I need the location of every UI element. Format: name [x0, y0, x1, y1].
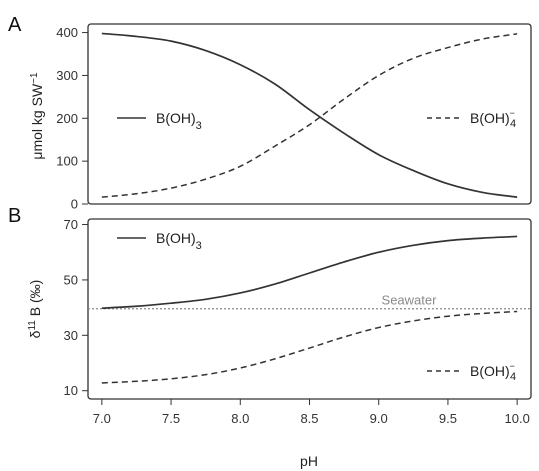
panel-a-y-tick-label: 300 [56, 68, 78, 83]
panel-a: A 0 100 200 300 400 μmol kg SW−1 B(OH)3 B(OH… [8, 14, 532, 212]
panel-a-letter: A [8, 14, 22, 36]
x-tick-label: 8.5 [300, 411, 318, 426]
panel-b-x-axis: 7.0 7.5 8.0 8.5 9.0 9.5 10.0 [93, 399, 530, 426]
panel-a-legend-boh4-label: B(OH)− 4 [470, 108, 516, 130]
panel-b-letter: B [8, 205, 21, 227]
panel-a-frame [87, 23, 532, 205]
x-tick-label: 10.0 [505, 411, 530, 426]
panel-b-legend-boh3-label: B(OH)3 [156, 230, 202, 252]
panel-a-y-tick-label: 200 [56, 111, 78, 126]
panel-a-y-axis-label: μmol kg SW−1 [29, 72, 46, 160]
panel-a-series [101, 32, 518, 198]
x-tick-label: 9.5 [439, 411, 457, 426]
panel-a-y-tick-label: 0 [71, 197, 78, 212]
x-tick-label: 7.5 [162, 411, 180, 426]
panel-b-series [101, 235, 518, 384]
x-tick-label: 8.0 [231, 411, 249, 426]
panel-b-series-boh4-line [101, 310, 518, 384]
panel-a-y-axis: 0 100 200 300 400 [56, 25, 88, 212]
x-axis-label: pH [300, 453, 318, 469]
panel-b-y-axis-label: δ11 B (‰) [27, 280, 44, 339]
panel-b-series-boh3-line [101, 235, 518, 310]
panel-b-legend-boh3: B(OH)3 [117, 230, 202, 252]
panel-b: B 10 30 50 70 7.0 7.5 8.0 8.5 9.0 9.5 10.0 δ11 B … [8, 205, 532, 469]
panel-a-series-boh4-line [101, 33, 518, 198]
panel-a-y-tick-label: 100 [56, 154, 78, 169]
panel-b-legend-boh4-label: B(OH)− 4 [470, 361, 516, 383]
x-tick-label: 9.0 [370, 411, 388, 426]
x-tick-label: 7.0 [93, 411, 111, 426]
panel-a-series-boh3-line [101, 32, 518, 198]
seawater-label: Seawater [382, 293, 438, 308]
panel-a-legend-boh3: B(OH)3 [117, 110, 202, 132]
panel-b-y-tick-label: 50 [64, 272, 78, 287]
panel-b-y-tick-label: 70 [64, 217, 78, 232]
panel-a-legend-boh4: B(OH)− 4 [427, 108, 516, 130]
panel-b-y-tick-label: 30 [64, 328, 78, 343]
panel-b-legend-boh4: B(OH)− 4 [427, 361, 516, 383]
panel-b-y-tick-label: 10 [64, 383, 78, 398]
panel-b-y-axis: 10 30 50 70 [64, 217, 88, 398]
panel-a-y-tick-label: 400 [56, 25, 78, 40]
panel-a-legend-boh3-label: B(OH)3 [156, 110, 202, 132]
